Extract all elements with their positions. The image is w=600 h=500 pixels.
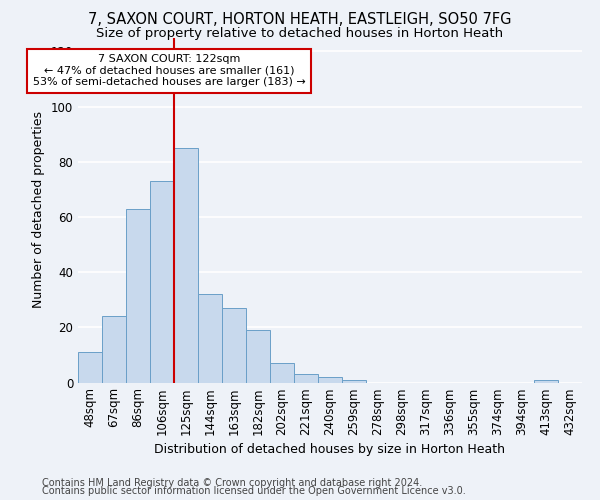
Text: Contains HM Land Registry data © Crown copyright and database right 2024.: Contains HM Land Registry data © Crown c… [42,478,422,488]
X-axis label: Distribution of detached houses by size in Horton Heath: Distribution of detached houses by size … [155,444,505,456]
Bar [246,330,270,382]
Bar [222,308,246,382]
Bar [102,316,126,382]
Text: 7 SAXON COURT: 122sqm
← 47% of detached houses are smaller (161)
53% of semi-det: 7 SAXON COURT: 122sqm ← 47% of detached … [33,54,305,88]
Bar [534,380,558,382]
Bar [270,363,294,382]
Text: Size of property relative to detached houses in Horton Heath: Size of property relative to detached ho… [97,28,503,40]
Bar [78,352,102,382]
Text: Contains public sector information licensed under the Open Government Licence v3: Contains public sector information licen… [42,486,466,496]
Bar [174,148,198,382]
Y-axis label: Number of detached properties: Number of detached properties [32,112,45,308]
Bar [342,380,366,382]
Bar [318,377,342,382]
Bar [150,181,174,382]
Bar [294,374,318,382]
Bar [126,208,150,382]
Bar [198,294,222,382]
Text: 7, SAXON COURT, HORTON HEATH, EASTLEIGH, SO50 7FG: 7, SAXON COURT, HORTON HEATH, EASTLEIGH,… [88,12,512,28]
